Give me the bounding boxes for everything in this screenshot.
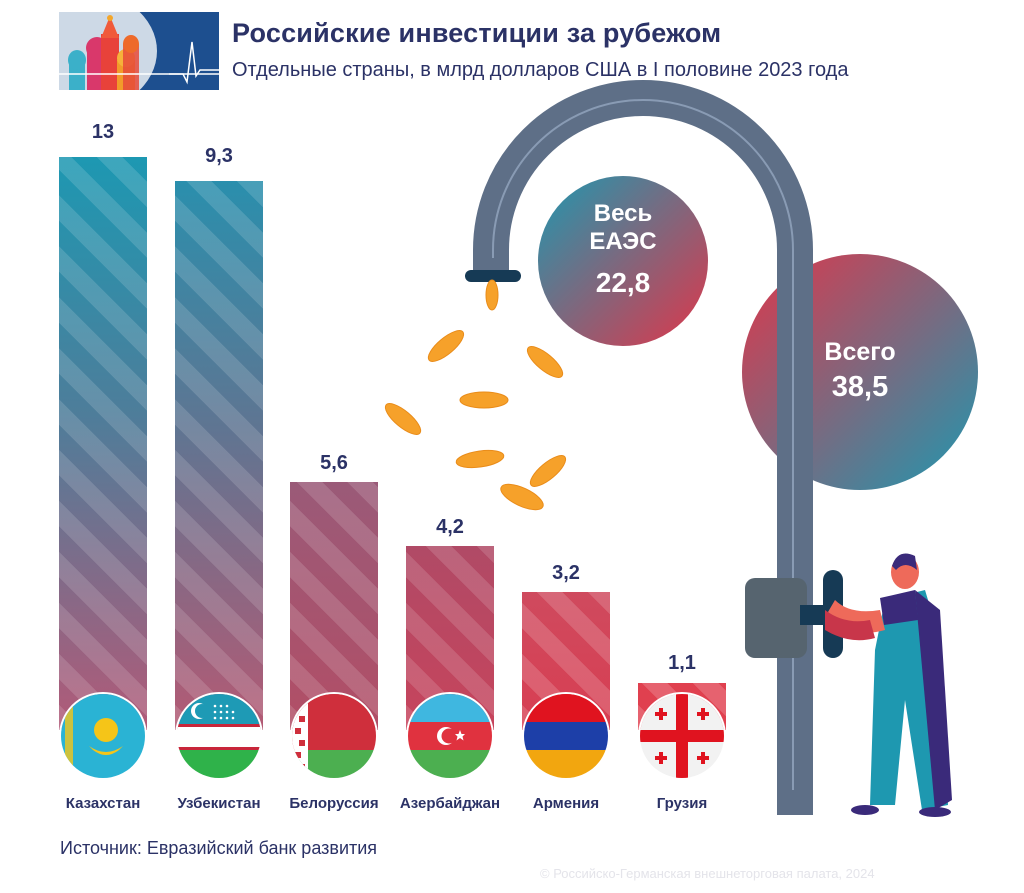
kazakhstan-flag-icon bbox=[59, 692, 147, 780]
georgia-flag-icon bbox=[638, 692, 726, 780]
country-label-georgia: Грузия bbox=[656, 795, 708, 812]
bar-value-uzbekistan: 9,3 bbox=[205, 145, 233, 167]
eaeu-total-bubble: Весь ЕАЭС 22,8 bbox=[538, 200, 708, 300]
bar-value-azerbaijan: 4,2 bbox=[436, 516, 464, 538]
azerbaijan-flag-icon bbox=[406, 692, 494, 780]
belarus-flag-icon bbox=[290, 692, 378, 780]
worker-figure bbox=[825, 553, 952, 817]
eaeu-label-line1: Весь bbox=[593, 200, 653, 227]
bar-value-georgia: 1,1 bbox=[668, 652, 696, 674]
eaeu-value: 22,8 bbox=[595, 267, 651, 298]
total-label: Всего bbox=[824, 338, 896, 366]
copyright-note: © Российско-Германская внешнеторговая па… bbox=[540, 866, 875, 881]
eaeu-bubble-shape bbox=[538, 176, 708, 346]
logo bbox=[59, 12, 219, 90]
bar-value-belarus: 5,6 bbox=[320, 452, 348, 474]
chart-title: Российские инвестиции за рубежом bbox=[232, 18, 722, 48]
bar-belarus bbox=[290, 482, 378, 730]
bar-value-kazakhstan: 13 bbox=[91, 121, 115, 143]
source-note: Источник: Евразийский банк развития bbox=[60, 838, 378, 858]
total-value: 38,5 bbox=[831, 371, 889, 403]
bar-value-armenia: 3,2 bbox=[552, 562, 580, 584]
country-label-azerbaijan: Азербайджан bbox=[399, 795, 501, 812]
armenia-flag-icon bbox=[522, 692, 610, 780]
chart-subtitle: Отдельные страны, в млрд долларов США в … bbox=[232, 59, 849, 81]
country-label-armenia: Армения bbox=[532, 795, 600, 812]
eaeu-label-line2: ЕАЭС bbox=[589, 228, 657, 255]
bar-kazakhstan bbox=[59, 157, 147, 730]
country-label-kazakhstan: Казахстан bbox=[65, 795, 141, 812]
uzbekistan-flag-icon bbox=[175, 692, 263, 780]
grand-total-bubble: Всего 38,5 bbox=[780, 336, 940, 406]
bar-uzbekistan bbox=[175, 181, 263, 730]
country-label-belarus: Белоруссия bbox=[289, 795, 379, 812]
country-label-uzbekistan: Узбекистан bbox=[177, 795, 261, 812]
